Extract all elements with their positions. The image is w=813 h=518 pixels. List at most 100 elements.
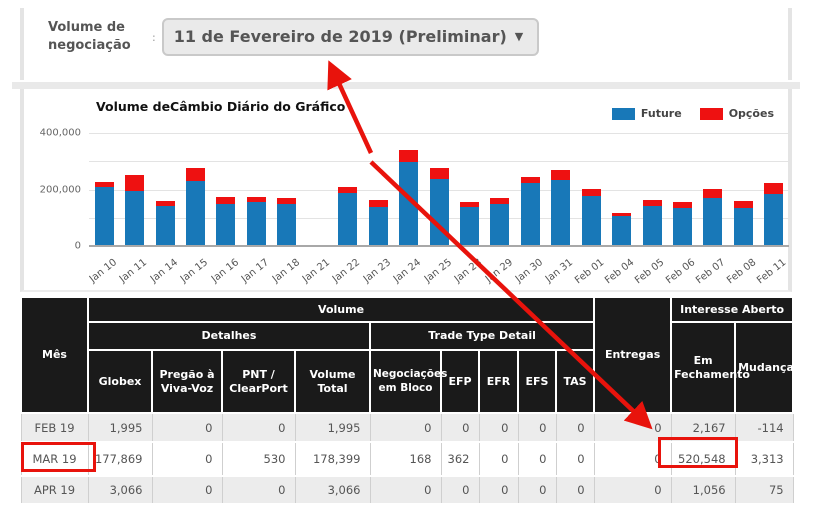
bar-future-feb-07	[703, 198, 723, 245]
y-axis-tick-400k: 400,000	[39, 127, 81, 139]
bar-opcoes-jan-14	[155, 200, 175, 206]
x-axis-label: Jan 10	[87, 257, 119, 285]
table-cell: 3,313	[734, 441, 794, 477]
col-group-trade-type-detail: Trade Type Detail	[368, 321, 596, 351]
table-cell: 0	[478, 441, 519, 477]
chart-legend: Future Opções	[611, 107, 774, 120]
bar-opcoes-jan-25	[429, 168, 449, 179]
bar-opcoes-jan-29	[490, 198, 510, 204]
opcoes-swatch-icon	[699, 107, 723, 120]
x-axis-label: Jan 24	[391, 257, 424, 285]
highlight-box-mar19	[21, 442, 96, 472]
bar-opcoes-jan-22	[338, 187, 358, 193]
x-axis-label: Feb 06	[663, 257, 698, 287]
table-cell: 3,066	[294, 475, 371, 505]
x-axis-label: Jan 18	[270, 257, 302, 285]
bar-future-jan-29	[490, 203, 510, 245]
col-header-volume-total: Volume Total	[294, 349, 371, 414]
table-row-feb-19: FEB 19 1,995 0 0 1,995 0 0 0 0 0 0 2,167 -114	[20, 412, 794, 443]
x-axis-label: Jan 23	[361, 257, 393, 285]
bar-opcoes-jan-15	[186, 167, 206, 182]
bar-future-feb-01	[581, 196, 601, 245]
col-header-mudanca: Mudança	[734, 321, 795, 414]
bar-future-jan-14	[155, 205, 175, 245]
legend-item-opcoes[interactable]: Opções	[699, 107, 774, 120]
date-dropdown-value: 11 de Fevereiro de 2019 (Preliminar)	[173, 27, 507, 46]
bar-future-jan-24	[399, 161, 419, 245]
bar-future-feb-05	[642, 205, 662, 245]
volume-negociacao-label: Volume de negociação	[48, 20, 131, 53]
bar-opcoes-jan-17	[246, 196, 266, 202]
table-cell: 0	[369, 412, 442, 443]
bar-opcoes-jan-24	[399, 150, 419, 162]
legend-label-opcoes: Opções	[728, 107, 774, 120]
table-cell: 362	[440, 441, 480, 477]
col-header-globex: Globex	[87, 349, 153, 414]
bar-future-jan-16	[216, 203, 236, 245]
month-cell: FEB 19	[20, 412, 89, 443]
table-cell: 0	[478, 412, 519, 443]
bar-opcoes-jan-11	[125, 175, 145, 191]
header-panel: Volume de negociação : 11 de Fevereiro d…	[20, 8, 792, 80]
x-axis-label: Feb 07	[694, 257, 728, 287]
bar-future-feb-04	[612, 215, 632, 245]
col-group-detalhes: Detalhes	[87, 321, 371, 351]
bar-future-jan-28	[459, 206, 479, 245]
bar-opcoes-jan-30	[520, 176, 540, 183]
table-cell: 0	[517, 412, 557, 443]
bar-future-jan-23	[368, 206, 388, 245]
table-cell: 1,995	[294, 412, 371, 443]
bar-opcoes-feb-05	[642, 199, 662, 206]
bar-opcoes-jan-28	[459, 201, 479, 207]
bar-future-jan-22	[338, 192, 358, 245]
bar-future-jan-17	[246, 201, 266, 245]
bar-future-feb-08	[733, 208, 753, 245]
plot-area: 400,000 200,000 0	[40, 128, 789, 252]
table-cell: 530	[221, 441, 296, 477]
bar-opcoes-jan-23	[368, 199, 388, 207]
x-axis-label: Feb 11	[755, 257, 789, 287]
x-axis-label: Jan 21	[300, 257, 333, 285]
table-cell: 0	[151, 441, 223, 477]
table-cell: 0	[555, 475, 595, 505]
x-axis-label: Jan 22	[331, 257, 363, 285]
volume-table: Mês Volume Entregas Interesse Aberto Det…	[20, 296, 795, 505]
table-cell: 0	[369, 475, 442, 505]
table-cell: 3,066	[87, 475, 153, 505]
bar-future-jan-30	[520, 182, 540, 245]
bar-future-feb-06	[672, 207, 692, 245]
table-cell: 0	[593, 475, 672, 505]
x-axis-label: Jan 30	[513, 257, 546, 285]
col-group-interesse-aberto: Interesse Aberto	[670, 296, 795, 323]
bar-opcoes-jan-31	[551, 169, 571, 180]
col-header-efs: EFS	[517, 349, 557, 414]
table-cell: 0	[440, 475, 480, 505]
table-cell: 0	[517, 475, 557, 505]
table-cell: 177,869	[87, 441, 153, 477]
x-axis-label: Jan 17	[239, 257, 272, 285]
table-cell: 0	[478, 475, 519, 505]
x-axis-label: Jan 11	[117, 257, 150, 285]
col-header-tas: TAS	[554, 349, 596, 414]
y-axis-tick-200k: 200,000	[39, 184, 81, 196]
bar-opcoes-feb-04	[612, 212, 632, 216]
bar-opcoes-feb-01	[581, 188, 601, 197]
table-cell: 75	[734, 475, 794, 505]
date-dropdown[interactable]: 11 de Fevereiro de 2019 (Preliminar) ▼	[161, 18, 540, 56]
gridline-400k	[89, 133, 789, 134]
bar-future-jan-15	[186, 181, 206, 245]
bar-future-jan-31	[551, 179, 571, 245]
month-cell: APR 19	[20, 475, 89, 505]
chart-panel: Volume deCâmbio Diário do Gráfico Future…	[20, 89, 792, 292]
col-header-pnt-clearport: PNT / ClearPort	[221, 349, 296, 414]
x-axis-label: Jan 15	[178, 257, 211, 285]
gridline-300k	[89, 161, 789, 162]
legend-item-future[interactable]: Future	[611, 107, 682, 120]
col-header-em-fechamento: Em Fechamento	[670, 321, 750, 414]
bar-opcoes-feb-06	[672, 202, 692, 208]
table-row-apr-19: APR 19 3,066 0 0 3,066 0 0 0 0 0 0 1,056 75	[20, 475, 794, 505]
label-separator: :	[152, 30, 156, 44]
legend-label-future: Future	[640, 107, 682, 120]
table-cell: 0	[555, 441, 595, 477]
table-cell: 168	[369, 441, 442, 477]
